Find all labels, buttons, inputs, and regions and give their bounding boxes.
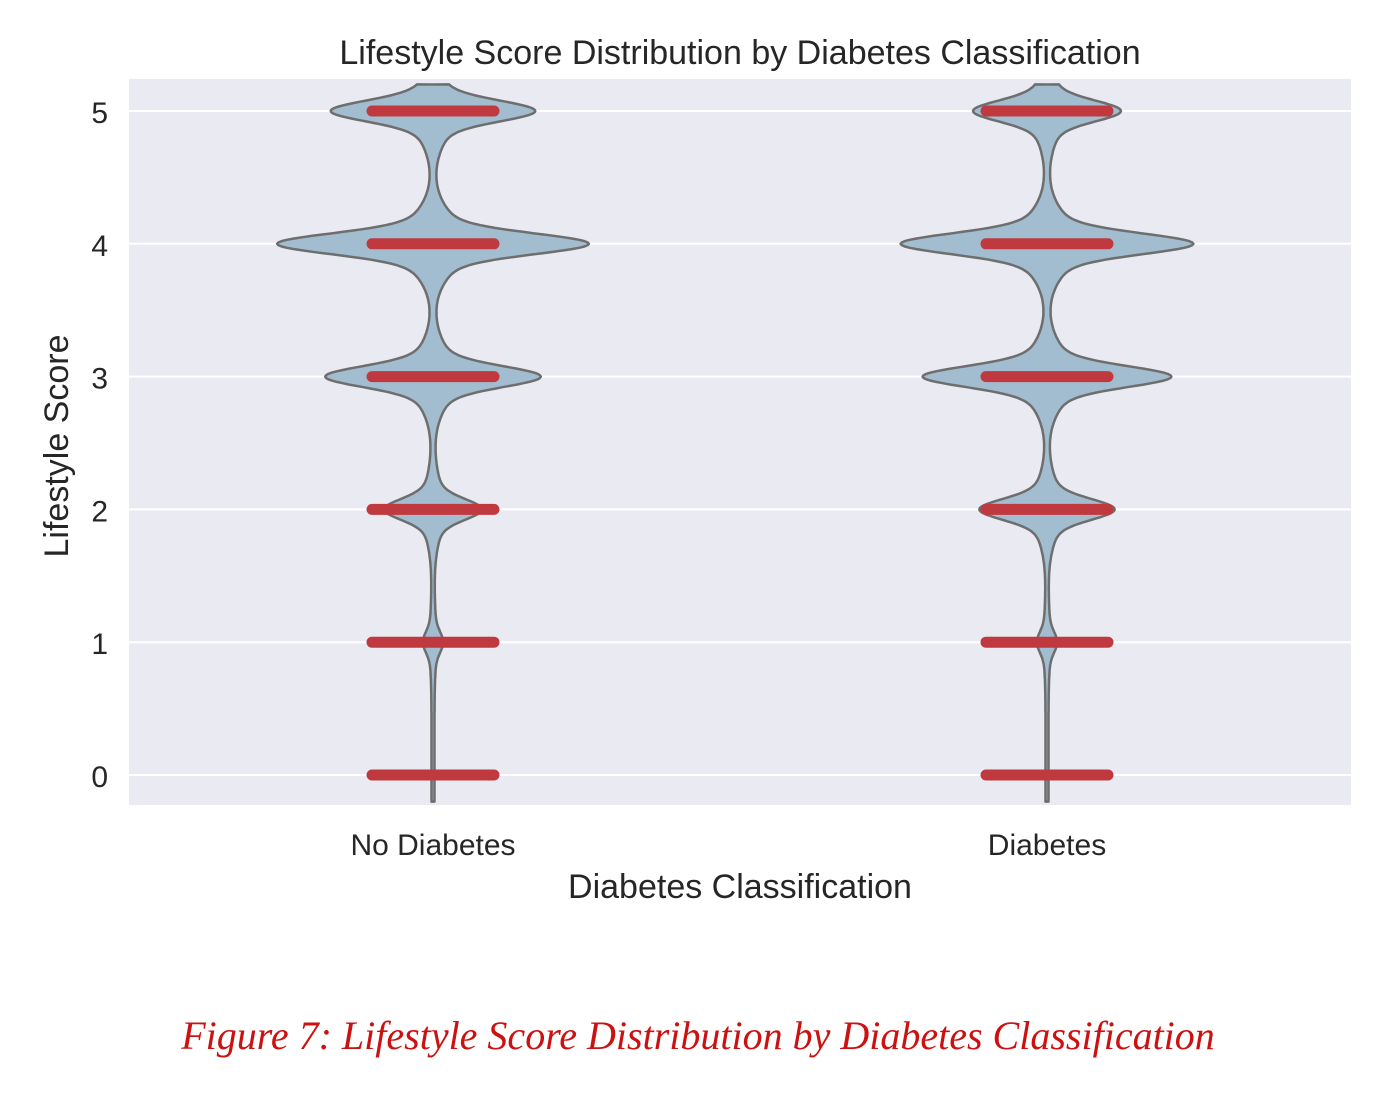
violin-no-diabetes xyxy=(275,83,591,803)
y-axis-label: Lifestyle Score xyxy=(38,335,76,558)
x-axis-label: Diabetes Classification xyxy=(568,868,912,906)
plot-background xyxy=(129,79,1351,805)
y-tick-label: 0 xyxy=(91,761,108,794)
chart-title: Lifestyle Score Distribution by Diabetes… xyxy=(339,34,1140,72)
chart: 0 1 2 3 4 5 No Diabetes Diabetes Lifestyle Sco… xyxy=(38,34,1351,906)
violins xyxy=(275,83,1195,803)
y-tick-label: 5 xyxy=(91,97,108,130)
x-tick-label: No Diabetes xyxy=(350,829,515,862)
x-tick-labels: No Diabetes Diabetes xyxy=(350,829,1106,862)
violin-diabetes xyxy=(899,83,1195,803)
observation-markers xyxy=(366,105,1114,781)
y-tick-labels: 0 1 2 3 4 5 xyxy=(91,97,108,794)
y-tick-label: 2 xyxy=(91,495,108,528)
y-tick-label: 4 xyxy=(91,230,108,263)
figure-caption: Figure 7: Lifestyle Score Distribution b… xyxy=(181,1013,1215,1058)
y-tick-label: 1 xyxy=(91,628,108,661)
x-tick-label: Diabetes xyxy=(988,829,1106,862)
y-tick-label: 3 xyxy=(91,363,108,396)
